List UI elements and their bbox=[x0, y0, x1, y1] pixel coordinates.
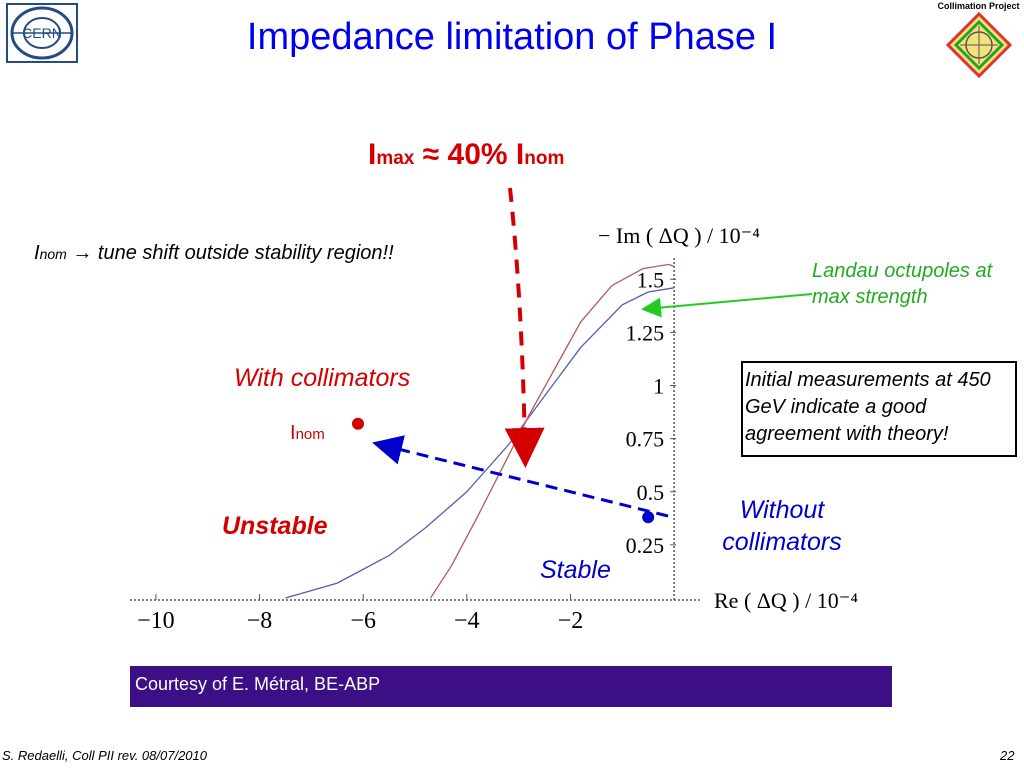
stability-curve-2 bbox=[429, 263, 675, 599]
footer-author: S. Redaelli, Coll PII rev. 08/07/2010 bbox=[2, 748, 207, 763]
tune-shift-arrow bbox=[372, 435, 669, 518]
unstable-label: Unstable bbox=[222, 512, 328, 540]
with-collimators-label: With collimators bbox=[234, 364, 411, 392]
slide-title: Impedance limitation of Phase I bbox=[246, 16, 778, 58]
stability-curve-1 bbox=[285, 287, 675, 599]
lhc-collimation-logo: LHC Collimation Project CERN bbox=[936, 1, 1022, 79]
x-axis-label: Re ( ΔQ ) / 10⁻⁴ bbox=[714, 588, 858, 613]
cern-logo: CERN bbox=[6, 3, 78, 63]
x-tick-label: −8 bbox=[247, 608, 273, 634]
page-number: 22 bbox=[1000, 748, 1015, 763]
inom-tune-shift-note: Inom → tune shift outside stability regi… bbox=[34, 242, 394, 264]
cern-logo-text: CERN bbox=[22, 25, 62, 41]
initial-measurements-note: Initial measurements at 450 GeV indicate… bbox=[741, 361, 1017, 457]
y-tick-label: 0.25 bbox=[626, 533, 665, 558]
x-tick-label: −10 bbox=[137, 608, 175, 634]
stable-label: Stable bbox=[540, 556, 611, 584]
y-tick-label: 0.75 bbox=[626, 427, 665, 452]
y-tick-label: 1 bbox=[653, 374, 664, 399]
y-tick-label: 1.25 bbox=[626, 320, 665, 345]
tune-point-1 bbox=[352, 417, 364, 430]
x-tick-label: −4 bbox=[454, 608, 480, 634]
inom-label: Inom bbox=[290, 422, 325, 444]
imax-headline: Imax ≈ 40% Inom bbox=[368, 138, 565, 171]
without-collimators-label: Without collimators bbox=[722, 496, 842, 556]
x-tick-label: −2 bbox=[558, 608, 584, 634]
courtesy-banner: Courtesy of E. Métral, BE-ABP bbox=[130, 666, 892, 707]
landau-arrow bbox=[641, 293, 813, 318]
y-tick-label: 1.5 bbox=[637, 267, 665, 292]
x-tick-label: −6 bbox=[350, 608, 376, 634]
y-axis-label: − Im ( ΔQ ) / 10⁻⁴ bbox=[598, 223, 760, 248]
y-tick-label: 0.5 bbox=[637, 480, 665, 505]
landau-octupoles-label: Landau octupoles at max strength bbox=[812, 260, 993, 308]
tune-point-2 bbox=[642, 511, 655, 524]
imax-arrow bbox=[504, 187, 545, 468]
lhc-logo-text: LHC Collimation Project CERN bbox=[936, 1, 1022, 11]
